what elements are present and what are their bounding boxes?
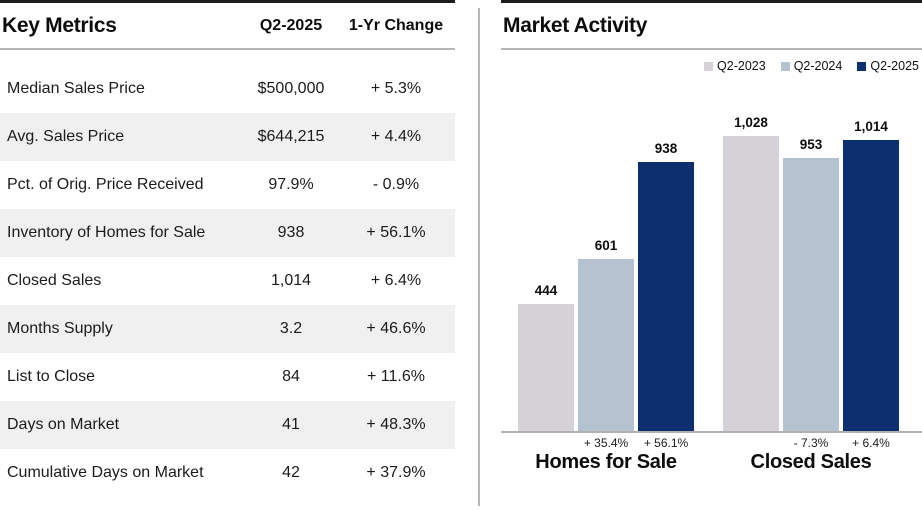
x-axis-line [501, 431, 922, 433]
metric-label: Median Sales Price [7, 80, 145, 97]
metric-value: 3.2 [279, 320, 303, 337]
metric-value: 41 [282, 416, 300, 433]
metric-change: + 6.4% [370, 272, 422, 289]
metric-label: List to Close [7, 368, 96, 385]
table-row: Median Sales Price $500,000 + 5.3% [0, 65, 455, 113]
bar-change-label: - 7.3% [793, 436, 829, 450]
metric-label: Days on Market [7, 416, 120, 433]
metric-change: + 4.4% [370, 128, 422, 145]
metric-value: $500,000 [257, 80, 325, 97]
bar-value-label: 444 [534, 283, 558, 298]
bar-change-label [723, 436, 779, 450]
metric-value: 1,014 [270, 272, 312, 289]
chart-category-labels: Homes for Sale Closed Sales [518, 451, 899, 474]
key-metrics-title: Key Metrics [2, 13, 117, 37]
metric-change: + 46.6% [366, 320, 426, 337]
table-row: Avg. Sales Price $644,215 + 4.4% [0, 113, 455, 161]
metric-label: Months Supply [7, 320, 113, 337]
key-metrics-header: Key Metrics Q2-2025 1-Yr Change [0, 0, 455, 50]
metric-value: $644,215 [257, 128, 325, 145]
table-row: Cumulative Days on Market 42 + 37.9% [0, 449, 455, 497]
bar-value-label: 601 [594, 238, 618, 253]
metric-change: + 37.9% [366, 464, 426, 481]
bar-column: 601 [578, 80, 634, 431]
category-label: Closed Sales [750, 451, 872, 473]
table-row: List to Close 84 + 11.6% [0, 353, 455, 401]
legend-label: Q2-2025 [870, 59, 919, 73]
bar [518, 304, 574, 431]
bar-column: 444 [518, 80, 574, 431]
bar-change-label [518, 436, 574, 450]
legend-swatch-icon [780, 61, 790, 71]
bar-change-label: + 6.4% [852, 436, 890, 450]
metric-value: 42 [282, 464, 300, 481]
metric-change: + 56.1% [366, 224, 426, 241]
column-header-1yr-change: 1-Yr Change [348, 16, 444, 34]
legend-item: Q2-2024 [780, 59, 843, 73]
bar-change-label: + 56.1% [643, 436, 689, 450]
chart-bars: 444 601 938 1,028 953 1,014 [518, 80, 899, 431]
bar-group: 444 601 938 [518, 80, 694, 431]
table-row: Months Supply 3.2 + 46.6% [0, 305, 455, 353]
chart-change-labels: + 35.4% + 56.1% - 7.3% + 6.4% [518, 436, 899, 450]
bar-column: 938 [638, 80, 694, 431]
bar-column: 953 [783, 80, 839, 431]
bar-change-label: + 35.4% [583, 436, 629, 450]
legend-swatch-icon [704, 61, 714, 71]
metric-label: Avg. Sales Price [7, 128, 125, 145]
legend-label: Q2-2024 [793, 59, 843, 73]
bar-column: 1,014 [843, 80, 899, 431]
panel-divider [478, 8, 480, 506]
change-label-group: - 7.3% + 6.4% [723, 436, 899, 450]
bar-value-label: 953 [799, 137, 823, 152]
table-row: Days on Market 41 + 48.3% [0, 401, 455, 449]
table-row: Pct. of Orig. Price Received 97.9% - 0.9% [0, 161, 455, 209]
change-label-group: + 35.4% + 56.1% [518, 436, 694, 450]
metric-change: - 0.9% [372, 176, 420, 193]
metric-label: Closed Sales [7, 272, 102, 289]
bar [638, 162, 694, 431]
key-metrics-panel: Key Metrics Q2-2025 1-Yr Change Median S… [0, 0, 455, 497]
bar-column: 1,028 [723, 80, 779, 431]
legend-label: Q2-2023 [717, 59, 766, 73]
category-label: Homes for Sale [535, 451, 677, 473]
metric-label: Cumulative Days on Market [7, 464, 204, 481]
market-activity-panel: Market Activity Q2-2023 Q2-2024 Q2-2025 44… [501, 0, 922, 511]
market-activity-chart: 444 601 938 1,028 953 1,014 + 35.4% + 56.1% - 7… [501, 0, 922, 511]
metric-change: + 11.6% [367, 368, 425, 385]
metric-label: Pct. of Orig. Price Received [7, 176, 204, 193]
metric-value: 97.9% [268, 176, 314, 193]
column-header-quarter: Q2-2025 [259, 16, 323, 34]
metric-value: 84 [282, 368, 300, 385]
bar [578, 259, 634, 431]
table-row: Closed Sales 1,014 + 6.4% [0, 257, 455, 305]
bar-value-label: 1,028 [734, 115, 768, 130]
bar [723, 136, 779, 431]
key-metrics-table: Median Sales Price $500,000 + 5.3% Avg. Sal… [0, 65, 455, 497]
market-activity-title: Market Activity [503, 13, 648, 37]
metric-change: + 5.3% [370, 80, 422, 97]
bar [843, 140, 899, 431]
legend-item: Q2-2023 [704, 59, 766, 73]
bar-value-label: 938 [654, 141, 678, 156]
bar-group: 1,028 953 1,014 [723, 80, 899, 431]
legend-item: Q2-2025 [857, 59, 919, 73]
metric-value: 938 [277, 224, 305, 241]
bar-value-label: 1,014 [854, 119, 888, 134]
legend-swatch-icon [857, 61, 867, 71]
chart-legend: Q2-2023 Q2-2024 Q2-2025 [501, 59, 922, 73]
metric-change: + 48.3% [366, 416, 426, 433]
metric-label: Inventory of Homes for Sale [7, 224, 206, 241]
market-activity-header: Market Activity [501, 0, 922, 50]
table-row: Inventory of Homes for Sale 938 + 56.1% [0, 209, 455, 257]
bar [783, 158, 839, 431]
